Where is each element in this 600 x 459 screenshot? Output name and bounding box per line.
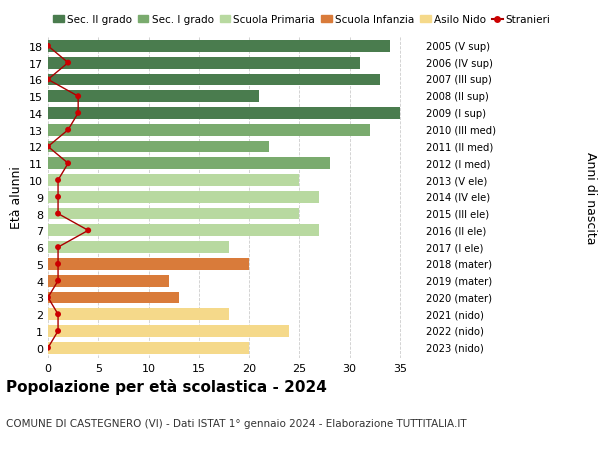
Bar bbox=[48, 242, 229, 253]
Text: COMUNE DI CASTEGNERO (VI) - Dati ISTAT 1° gennaio 2024 - Elaborazione TUTTITALIA: COMUNE DI CASTEGNERO (VI) - Dati ISTAT 1… bbox=[6, 418, 467, 428]
Bar bbox=[48, 208, 299, 220]
Text: 2017 (I ele): 2017 (I ele) bbox=[426, 243, 484, 252]
Bar bbox=[48, 225, 319, 237]
Bar bbox=[48, 41, 390, 53]
Point bbox=[53, 210, 63, 218]
Text: 2006 (IV sup): 2006 (IV sup) bbox=[426, 58, 493, 68]
Bar bbox=[48, 124, 370, 136]
Point bbox=[53, 177, 63, 185]
Text: 2005 (V sup): 2005 (V sup) bbox=[426, 42, 490, 52]
Point bbox=[73, 93, 83, 101]
Bar bbox=[48, 258, 249, 270]
Text: 2019 (mater): 2019 (mater) bbox=[426, 276, 492, 286]
Text: 2012 (I med): 2012 (I med) bbox=[426, 159, 490, 169]
Text: 2009 (I sup): 2009 (I sup) bbox=[426, 109, 486, 119]
Text: 2016 (II ele): 2016 (II ele) bbox=[426, 226, 486, 236]
Bar bbox=[48, 141, 269, 153]
Point bbox=[43, 77, 53, 84]
Text: 2007 (III sup): 2007 (III sup) bbox=[426, 75, 492, 85]
Point bbox=[83, 227, 93, 235]
Point bbox=[64, 127, 73, 134]
Point bbox=[73, 110, 83, 118]
Bar bbox=[48, 275, 169, 287]
Bar bbox=[48, 108, 400, 119]
Text: 2008 (II sup): 2008 (II sup) bbox=[426, 92, 489, 102]
Bar bbox=[48, 58, 359, 69]
Bar bbox=[48, 74, 380, 86]
Bar bbox=[48, 175, 299, 186]
Text: 2010 (III med): 2010 (III med) bbox=[426, 125, 496, 135]
Text: 2020 (mater): 2020 (mater) bbox=[426, 293, 492, 303]
Bar bbox=[48, 158, 329, 170]
Text: 2021 (nido): 2021 (nido) bbox=[426, 309, 484, 319]
Text: 2022 (nido): 2022 (nido) bbox=[426, 326, 484, 336]
Bar bbox=[48, 292, 179, 304]
Point bbox=[64, 60, 73, 67]
Point bbox=[43, 43, 53, 50]
Legend: Sec. II grado, Sec. I grado, Scuola Primaria, Scuola Infanzia, Asilo Nido, Stran: Sec. II grado, Sec. I grado, Scuola Prim… bbox=[53, 15, 551, 25]
Text: 2023 (nido): 2023 (nido) bbox=[426, 343, 484, 353]
Text: Anni di nascita: Anni di nascita bbox=[584, 151, 597, 244]
Point bbox=[43, 294, 53, 302]
Text: 2011 (II med): 2011 (II med) bbox=[426, 142, 493, 152]
Point bbox=[43, 344, 53, 352]
Text: 2018 (mater): 2018 (mater) bbox=[426, 259, 492, 269]
Point bbox=[53, 277, 63, 285]
Text: 2013 (V ele): 2013 (V ele) bbox=[426, 176, 487, 185]
Text: 2015 (III ele): 2015 (III ele) bbox=[426, 209, 489, 219]
Text: Popolazione per età scolastica - 2024: Popolazione per età scolastica - 2024 bbox=[6, 379, 327, 395]
Point bbox=[53, 328, 63, 335]
Point bbox=[53, 244, 63, 251]
Bar bbox=[48, 91, 259, 103]
Bar bbox=[48, 308, 229, 320]
Point bbox=[53, 194, 63, 201]
Point bbox=[53, 311, 63, 318]
Bar bbox=[48, 342, 249, 354]
Point bbox=[64, 160, 73, 168]
Point bbox=[53, 261, 63, 268]
Text: 2014 (IV ele): 2014 (IV ele) bbox=[426, 192, 490, 202]
Y-axis label: Età alunni: Età alunni bbox=[10, 166, 23, 229]
Bar bbox=[48, 325, 289, 337]
Bar bbox=[48, 191, 319, 203]
Point bbox=[43, 144, 53, 151]
